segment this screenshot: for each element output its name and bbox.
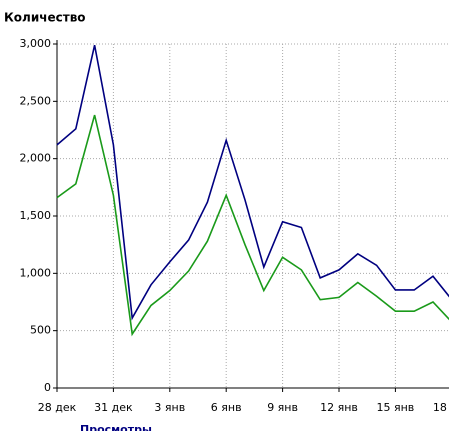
- x-tick-label: 28 дек: [38, 401, 77, 414]
- x-tick-label: 15 янв: [377, 401, 415, 414]
- y-tick-label: 2,000: [20, 152, 52, 165]
- x-tick-label: 3 янв: [154, 401, 185, 414]
- y-tick-label: 2,500: [20, 94, 52, 107]
- x-tick-label: 6 янв: [211, 401, 242, 414]
- series-line: [56, 114, 449, 337]
- x-tick-label: 31 дек: [94, 401, 133, 414]
- x-tick-label: 9 янв: [267, 401, 298, 414]
- y-tick-label: 1,500: [20, 209, 52, 222]
- y-tick-label: 1,000: [20, 266, 52, 279]
- y-tick-label: 3,000: [20, 37, 52, 50]
- series-line: [56, 44, 449, 321]
- y-tick-label: 0: [44, 381, 51, 394]
- y-tick-label: 500: [30, 324, 51, 337]
- legend-label: Просмотры: [80, 423, 152, 431]
- x-tick-label: 18 янв: [433, 401, 449, 414]
- x-tick-label: 12 янв: [320, 401, 358, 414]
- chart-title: Количество: [4, 11, 86, 25]
